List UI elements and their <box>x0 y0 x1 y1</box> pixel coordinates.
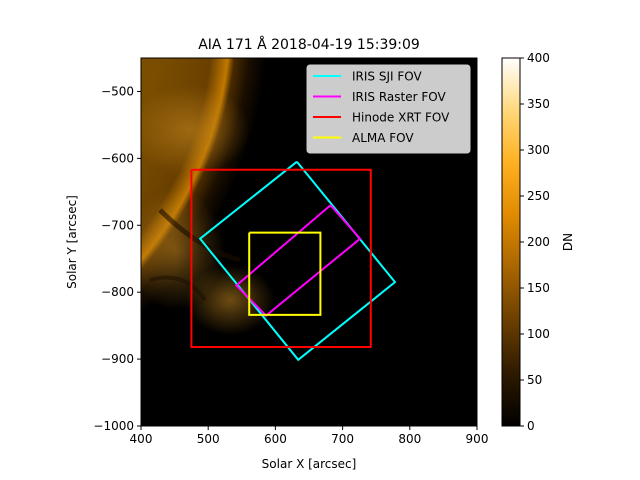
legend-label: IRIS SJI FOV <box>352 70 422 84</box>
y-tick-label: −600 <box>101 151 134 165</box>
colorbar: 0 50 100 150 200 250 300 350 400 <box>501 51 550 433</box>
fov-series-2 <box>190 168 372 348</box>
x-axis: 400 500 600 700 800 900 <box>130 426 489 446</box>
chart-title: AIA 171 Å 2018-04-19 15:39:09 <box>198 36 420 53</box>
y-tick-label: −700 <box>101 218 134 232</box>
legend-box <box>306 64 471 154</box>
image-texture <box>141 85 275 335</box>
x-axis-label: Solar X [arcsec] <box>262 457 357 471</box>
legend: IRIS SJI FOV IRIS Raster FOV Hinode XRT FO… <box>306 64 471 154</box>
fov-series-0 <box>198 160 397 362</box>
x-tick-label: 600 <box>264 432 287 446</box>
x-tick-label: 400 <box>130 432 153 446</box>
legend-label: ALMA FOV <box>352 131 414 145</box>
colorbar-tick-label: 350 <box>527 97 550 111</box>
legend-label: Hinode XRT FOV <box>352 111 450 125</box>
y-axis-label: Solar Y [arcsec] <box>65 195 79 289</box>
colorbar-tick-label: 300 <box>527 143 550 157</box>
colorbar-tick-label: 100 <box>527 327 550 341</box>
y-tick-label: −1000 <box>93 419 134 433</box>
y-axis: −1000 −900 −800 −700 −600 −500 <box>93 84 141 433</box>
colorbar-tick-label: 250 <box>527 189 550 203</box>
x-tick-label: 500 <box>197 432 220 446</box>
y-tick-label: −500 <box>101 84 134 98</box>
colorbar-tick-label: 50 <box>527 373 542 387</box>
y-tick-label: −900 <box>101 352 134 366</box>
x-tick-label: 900 <box>466 432 489 446</box>
y-tick-label: −800 <box>101 285 134 299</box>
colorbar-tick-label: 150 <box>527 281 550 295</box>
colorbar-label: DN <box>561 233 575 251</box>
x-tick-label: 700 <box>331 432 354 446</box>
x-tick-label: 800 <box>398 432 421 446</box>
fov-series-3 <box>248 231 322 316</box>
colorbar-tick-label: 200 <box>527 235 550 249</box>
legend-label: IRIS Raster FOV <box>352 90 447 104</box>
colorbar-tick-label: 0 <box>527 419 535 433</box>
plot-frame <box>140 57 478 427</box>
colorbar-tick-label: 400 <box>527 51 550 65</box>
colorbar-gradient <box>501 57 521 427</box>
